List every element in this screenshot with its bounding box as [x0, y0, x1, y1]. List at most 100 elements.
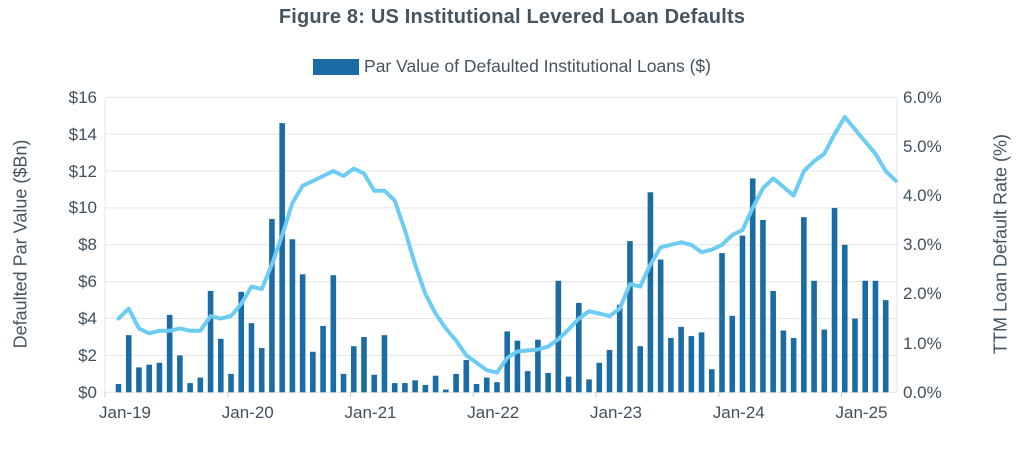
defaulted-par-value-bar — [760, 219, 766, 393]
defaulted-par-value-bar — [637, 346, 643, 393]
defaulted-par-value-bar — [310, 351, 316, 393]
defaulted-par-value-bar — [841, 244, 848, 393]
defaulted-par-value-bar — [657, 259, 664, 393]
defaulted-par-value-bar — [136, 367, 142, 393]
bar-series-legend-label: Par Value of Defaulted Institutional Loa… — [364, 56, 711, 76]
defaulted-par-value-bar — [350, 346, 357, 393]
defaulted-par-value-bar — [882, 300, 889, 393]
x-axis-tick-label: Jan-21 — [344, 403, 397, 422]
right-axis-tick-label: 3.0% — [903, 235, 942, 255]
defaulted-par-value-bar — [749, 178, 756, 393]
defaulted-par-value-bar — [647, 192, 654, 393]
defaulted-par-value-bar — [381, 335, 388, 393]
left-axis-tick-label: $16 — [68, 87, 97, 107]
defaulted-par-value-bar — [688, 336, 695, 393]
defaulted-par-value-bar — [125, 335, 132, 393]
left-axis-tick-label: $2 — [78, 345, 97, 365]
defaulted-par-value-bar — [453, 373, 459, 393]
defaulted-par-value-bar — [627, 241, 633, 393]
defaulted-par-value-bar — [729, 315, 736, 393]
defaulted-par-value-bar — [545, 372, 551, 393]
defaulted-par-value-bar — [862, 280, 869, 393]
defaulted-par-value-bar — [432, 375, 439, 393]
ttm-default-rate-line — [116, 115, 898, 375]
defaulted-par-value-bar — [780, 330, 787, 393]
defaulted-par-value-bar — [668, 337, 674, 393]
defaulted-par-value-bar — [494, 382, 500, 393]
defaulted-par-value-bar — [412, 380, 418, 393]
defaulted-par-value-bar — [473, 384, 480, 393]
bar-series-legend-swatch — [313, 58, 360, 75]
left-axis-tick-label: $14 — [68, 124, 97, 144]
left-axis-tick-label: $10 — [68, 198, 97, 218]
defaulted-par-value-bar — [156, 362, 163, 393]
defaulted-par-value-bar — [565, 376, 572, 393]
defaulted-par-value-bar — [514, 340, 521, 393]
x-axis-tick-label: Jan-25 — [835, 403, 888, 422]
defaulted-par-value-bar — [596, 362, 603, 393]
right-axis-tick-label: 2.0% — [903, 284, 942, 304]
defaulted-par-value-bar — [790, 337, 797, 393]
defaulted-par-value-bar — [616, 304, 623, 393]
defaulted-par-value-bar — [177, 355, 183, 393]
x-axis-tick-label: Jan-24 — [712, 403, 765, 422]
defaulted-par-value-bar — [371, 374, 378, 393]
defaulted-par-value-bar — [146, 364, 152, 393]
defaulted-par-value-bar — [821, 329, 828, 393]
defaulted-par-value-bar — [269, 218, 275, 393]
chart-legend: Par Value of Defaulted Institutional Loa… — [0, 56, 1024, 77]
right-axis-tick-label: 1.0% — [903, 333, 942, 353]
left-axis-tick-label: $6 — [78, 272, 97, 292]
left-axis-tick-label: $12 — [68, 161, 97, 181]
defaulted-par-value-bar — [719, 253, 725, 393]
defaulted-par-value-bar — [361, 336, 367, 393]
defaulted-par-value-bar — [217, 338, 224, 393]
defaulted-par-value-bar — [698, 332, 705, 393]
defaulted-par-value-bar — [586, 379, 592, 393]
defaulted-par-value-bar — [483, 377, 490, 393]
defaulted-par-value-bar — [801, 217, 807, 393]
defaulted-par-value-bar — [524, 371, 531, 393]
defaulted-par-value-bar — [340, 373, 347, 393]
left-axis-tick-label: $8 — [78, 235, 97, 255]
defaulted-par-value-bar — [207, 290, 214, 393]
defaulted-par-value-bar — [606, 349, 613, 393]
defaulted-par-value-bar — [228, 373, 234, 393]
defaulted-par-value-bar — [197, 377, 204, 393]
defaulted-par-value-bar — [391, 383, 398, 393]
defaulted-par-value-bar — [443, 389, 449, 393]
defaulted-par-value-bar — [187, 383, 193, 393]
defaulted-par-value-bar — [770, 290, 776, 393]
defaulted-par-value-bar — [402, 383, 408, 393]
defaulted-par-value-bar — [258, 348, 265, 393]
right-axis-tick-label: 4.0% — [903, 186, 942, 206]
defaulted-par-value-bar — [504, 331, 511, 393]
right-axis-tick-label: 0.0% — [903, 382, 942, 402]
defaulted-par-value-bar — [248, 323, 255, 393]
defaulted-par-value-bar — [872, 280, 879, 393]
defaulted-par-value-bar — [811, 280, 817, 393]
defaulted-par-value-bar — [422, 384, 429, 393]
defaulted-par-value-bar — [279, 123, 285, 393]
defaulted-par-value-bar — [238, 291, 245, 393]
defaulted-par-value-bar — [708, 369, 715, 393]
right-axis-tick-label: 6.0% — [903, 87, 942, 107]
defaulted-par-value-bar — [678, 326, 684, 393]
x-axis-tick-label: Jan-22 — [467, 403, 520, 422]
defaulted-par-value-bar — [463, 360, 470, 393]
x-axis-tick-label: Jan-19 — [99, 403, 151, 422]
left-axis-tick-label: $0 — [78, 382, 97, 402]
defaulted-par-value-bar — [831, 207, 838, 393]
defaulted-par-value-bar — [535, 339, 541, 393]
defaulted-par-value-bar — [739, 235, 746, 393]
defaulted-par-value-bar — [320, 325, 326, 393]
defaulted-par-value-bar — [299, 274, 306, 393]
defaulted-par-value-bar — [852, 318, 858, 393]
x-axis-tick-label: Jan-20 — [221, 403, 274, 422]
x-axis-tick-label: Jan-23 — [590, 403, 642, 422]
defaulted-par-value-bar — [330, 275, 337, 393]
left-axis-tick-label: $4 — [78, 309, 97, 329]
defaulted-par-value-bar — [166, 314, 173, 393]
